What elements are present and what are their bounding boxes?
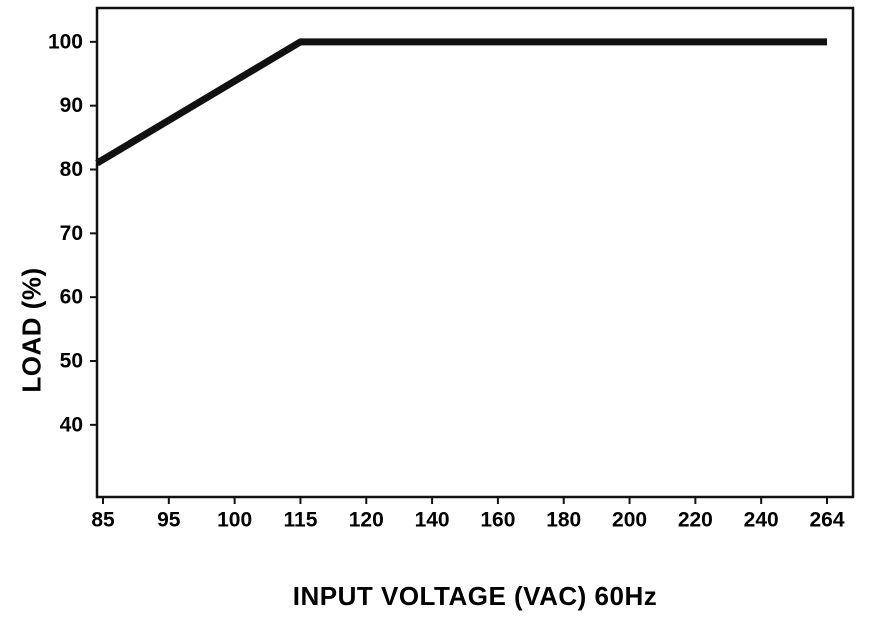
y-tick-label: 90 xyxy=(60,94,83,117)
load-derating-line xyxy=(95,38,827,167)
plot-border xyxy=(95,6,855,499)
x-tick-label: 220 xyxy=(678,508,713,531)
x-tick-label: 140 xyxy=(415,508,450,531)
x-axis-title: INPUT VOLTAGE (VAC) 60Hz xyxy=(292,581,658,611)
y-tick-label: 60 xyxy=(60,286,83,309)
x-tick-label: 85 xyxy=(91,508,115,531)
x-tick-label: 95 xyxy=(157,508,181,531)
x-tick-label: 264 xyxy=(809,508,844,531)
x-tick-label: 160 xyxy=(480,508,515,531)
y-tick-label: 70 xyxy=(60,222,83,245)
y-tick-label: 80 xyxy=(60,158,83,181)
x-tick-label: 120 xyxy=(349,508,384,531)
x-tick-label: 240 xyxy=(744,508,779,531)
y-tick-label: 100 xyxy=(48,30,83,53)
x-tick-label: 180 xyxy=(546,508,581,531)
y-axis-title: LOAD (%) xyxy=(16,267,47,393)
x-tick-label: 100 xyxy=(217,508,252,531)
x-tick-label: 200 xyxy=(612,508,647,531)
y-tick-label: 50 xyxy=(60,350,83,373)
x-tick-label: 115 xyxy=(284,508,318,531)
y-tick-label: 40 xyxy=(60,413,83,436)
